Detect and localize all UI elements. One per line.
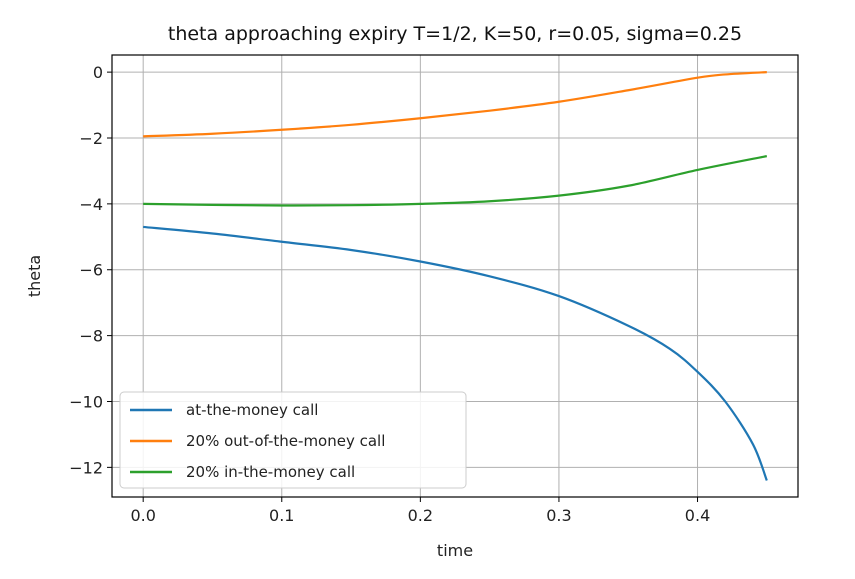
y-tick-label: −10 <box>69 392 103 411</box>
x-tick-label: 0.2 <box>408 506 433 525</box>
y-axis-label: theta <box>25 255 44 297</box>
x-tick-label: 0.4 <box>685 506 710 525</box>
y-tick-label: −6 <box>79 261 103 280</box>
series-lines <box>143 71 768 481</box>
chart-title: theta approaching expiry T=1/2, K=50, r=… <box>168 23 742 45</box>
y-tick-label: −4 <box>79 195 103 214</box>
y-tick-label: −2 <box>79 129 103 148</box>
x-tick-label: 0.1 <box>269 506 294 525</box>
ticks: 0.0 0.1 0.2 0.3 0.4 0 −2 −4 −6 −8 −10 −12 <box>69 63 710 525</box>
x-tick-label: 0.3 <box>546 506 571 525</box>
legend-label: 20% out-of-the-money call <box>186 432 385 450</box>
series-line-20-in-the-money-call <box>143 155 768 207</box>
y-tick-label: 0 <box>93 63 103 82</box>
y-tick-label: −8 <box>79 327 103 346</box>
series-line-20-out-of-the-money-call <box>143 71 767 138</box>
series-line-at-the-money-call <box>143 225 768 481</box>
legend: at-the-money call 20% out-of-the-money ca… <box>119 391 467 489</box>
plot-frame <box>111 54 799 498</box>
legend-label: at-the-money call <box>186 401 318 419</box>
x-tick-label: 0.0 <box>130 506 155 525</box>
x-axis-label: time <box>437 541 473 560</box>
legend-box <box>119 391 467 489</box>
y-tick-label: −12 <box>69 458 103 477</box>
legend-label: 20% in-the-money call <box>186 463 355 481</box>
